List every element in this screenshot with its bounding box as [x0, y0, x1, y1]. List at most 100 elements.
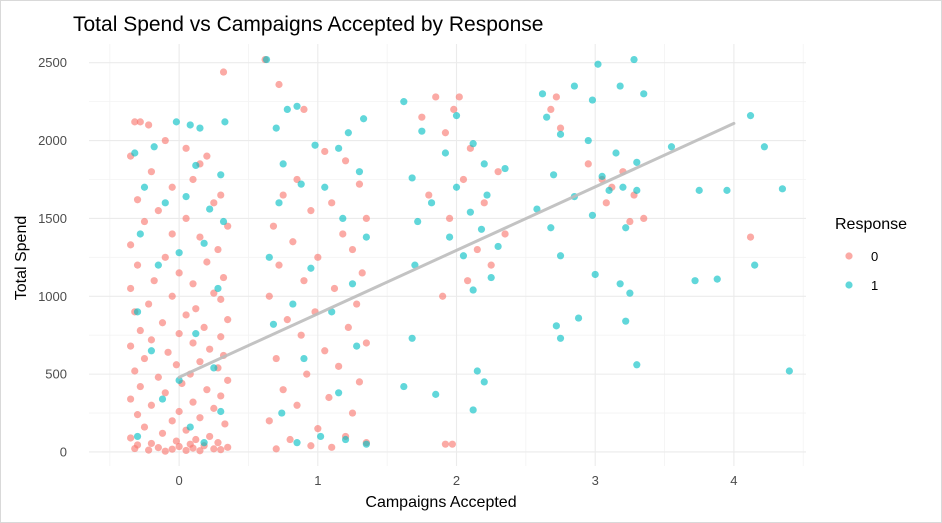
point-response-0 — [150, 277, 158, 285]
point-response-1 — [339, 214, 347, 223]
point-response-1 — [186, 423, 194, 431]
x-tick-label: 1 — [314, 473, 321, 488]
point-response-1 — [279, 160, 287, 168]
point-response-0 — [217, 446, 225, 454]
point-response-0 — [147, 401, 156, 409]
point-response-1 — [414, 217, 422, 226]
point-response-0 — [203, 152, 211, 160]
point-response-0 — [746, 233, 755, 241]
point-response-1 — [633, 158, 641, 166]
point-response-0 — [487, 261, 495, 269]
point-response-0 — [127, 434, 135, 442]
point-response-1 — [483, 191, 491, 199]
point-response-0 — [133, 411, 142, 419]
point-response-0 — [330, 284, 339, 293]
point-response-1 — [161, 199, 169, 207]
point-response-1 — [469, 286, 477, 294]
point-response-0 — [214, 245, 222, 254]
y-tick-label: 500 — [45, 367, 67, 382]
point-response-0 — [192, 435, 200, 444]
point-response-0 — [289, 238, 297, 246]
point-response-0 — [210, 199, 218, 207]
point-response-1 — [335, 144, 343, 152]
point-response-1 — [452, 183, 461, 191]
point-response-0 — [441, 129, 450, 137]
x-axis-title: Campaigns Accepted — [365, 494, 516, 511]
point-response-1 — [214, 284, 222, 293]
point-response-1 — [293, 102, 301, 110]
point-response-1 — [633, 361, 641, 369]
point-response-1 — [630, 55, 638, 64]
point-response-1 — [362, 440, 370, 448]
point-response-1 — [147, 347, 156, 355]
point-response-0 — [182, 446, 190, 455]
point-response-0 — [168, 292, 176, 300]
point-response-0 — [168, 445, 176, 453]
point-response-0 — [133, 196, 142, 204]
point-response-0 — [136, 382, 144, 391]
point-response-0 — [355, 378, 364, 386]
point-response-1 — [574, 314, 583, 322]
point-response-0 — [192, 305, 200, 313]
point-response-0 — [147, 336, 156, 344]
point-response-1 — [408, 334, 416, 342]
point-response-1 — [556, 334, 565, 342]
point-response-1 — [480, 378, 488, 386]
x-tick-label: 4 — [730, 473, 737, 488]
point-response-0 — [283, 316, 291, 324]
point-response-1 — [452, 112, 461, 120]
point-response-1 — [622, 317, 630, 325]
point-response-1 — [584, 136, 592, 145]
point-response-0 — [145, 300, 153, 308]
point-response-0 — [494, 168, 502, 176]
point-response-0 — [158, 429, 167, 437]
y-tick-label: 2000 — [38, 133, 67, 148]
point-response-0 — [164, 348, 172, 356]
point-response-0 — [145, 121, 153, 129]
point-response-0 — [217, 392, 225, 400]
point-response-0 — [473, 245, 481, 254]
point-response-0 — [418, 113, 426, 121]
point-response-1 — [469, 406, 477, 414]
point-response-1 — [300, 354, 308, 363]
point-response-0 — [272, 445, 280, 453]
point-response-1 — [588, 96, 597, 104]
point-response-1 — [713, 275, 721, 283]
point-response-0 — [219, 68, 228, 76]
point-response-1 — [616, 280, 624, 288]
point-response-0 — [161, 389, 169, 397]
point-response-1 — [778, 185, 787, 193]
point-response-0 — [189, 444, 197, 452]
point-response-1 — [136, 230, 144, 238]
point-response-0 — [217, 191, 225, 199]
point-response-0 — [459, 175, 468, 184]
point-response-0 — [196, 358, 204, 366]
point-response-1 — [307, 264, 315, 272]
point-response-0 — [131, 367, 139, 375]
point-response-0 — [314, 425, 322, 433]
point-response-0 — [328, 443, 336, 451]
point-response-0 — [224, 222, 232, 230]
point-response-0 — [168, 183, 176, 191]
y-tick-label: 1500 — [38, 211, 67, 226]
point-response-1 — [691, 277, 699, 285]
x-tick-labels: 0 1 2 3 4 — [176, 473, 738, 488]
point-response-0 — [480, 199, 488, 207]
chart-title: Total Spend vs Campaigns Accepted by Res… — [73, 13, 543, 36]
point-response-0 — [154, 444, 162, 452]
point-response-1 — [408, 174, 416, 182]
point-response-0 — [214, 439, 222, 447]
point-response-1 — [328, 308, 336, 316]
point-response-0 — [168, 417, 176, 425]
scatter-points — [127, 55, 793, 455]
point-response-1 — [547, 224, 555, 232]
x-tick-label: 3 — [592, 473, 599, 488]
point-response-0 — [448, 440, 456, 448]
point-response-1 — [556, 252, 565, 260]
point-response-1 — [469, 140, 477, 148]
point-response-0 — [182, 311, 190, 319]
point-response-1 — [150, 143, 158, 151]
point-response-1 — [275, 199, 283, 207]
point-response-0 — [501, 230, 509, 238]
point-response-0 — [224, 376, 232, 384]
